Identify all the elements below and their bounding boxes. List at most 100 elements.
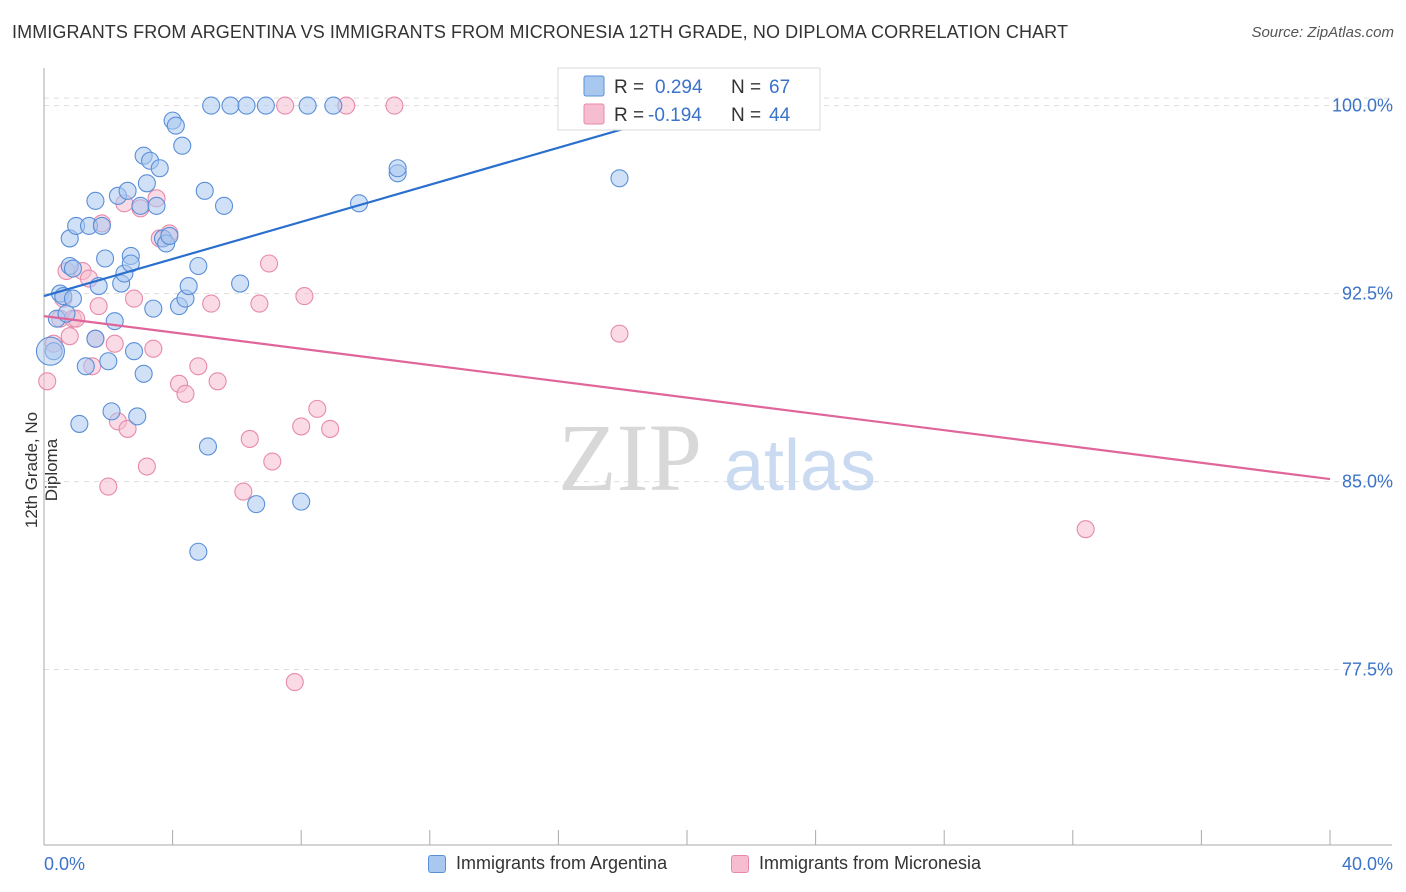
micronesia-point [189, 357, 208, 376]
legend-item-argentina[interactable]: Immigrants from Argentina [428, 853, 667, 874]
argentina-point [202, 96, 221, 115]
argentina-point [76, 357, 95, 376]
x-tick-label-start: 0.0% [44, 854, 85, 874]
legend-r-value-micronesia: -0.194 [648, 105, 702, 126]
argentina-point [160, 226, 179, 245]
micronesia-point [276, 96, 295, 115]
argentina-point [324, 96, 343, 115]
trend-lines [43, 109, 1331, 481]
micronesia-point [295, 287, 314, 306]
micronesia-point [124, 289, 144, 308]
stats-legend: R = 0.294 N = 67 R = -0.194 N = 44 [557, 67, 821, 131]
watermark-zip: ZIP [558, 404, 702, 511]
argentina-point [292, 492, 311, 511]
micronesia-point [263, 452, 282, 471]
watermark-atlas: atlas [724, 426, 876, 506]
micronesia-trend-line [43, 315, 1331, 481]
gridlines [44, 97, 1392, 671]
argentina-point [144, 299, 163, 318]
micronesia-point [105, 334, 124, 353]
micronesia-point [259, 254, 279, 273]
argentina-point [179, 277, 198, 296]
legend-r-value-argentina: 0.294 [655, 77, 703, 98]
argentina-point [147, 196, 166, 215]
argentina-point [610, 169, 629, 188]
legend-r-label-micronesia: R = [614, 105, 644, 126]
legend-n-value-micronesia: 44 [769, 105, 791, 126]
series-legend: Immigrants from Argentina Immigrants fro… [0, 850, 1406, 880]
watermark: ZIP atlas [558, 404, 876, 511]
tick-labels: 77.5% 85.0% 92.5% 100.0% 0.0% 40.0% [44, 96, 1393, 874]
micronesia-point [250, 294, 269, 313]
micronesia-point [176, 384, 195, 403]
legend-swatch-argentina [583, 75, 605, 97]
argentina-point [388, 159, 407, 178]
argentina-point [63, 259, 82, 278]
micronesia-point [99, 477, 118, 496]
argentina-point [198, 437, 218, 456]
micronesia-point [38, 372, 57, 391]
micronesia-point [1076, 520, 1095, 539]
argentina-point [118, 181, 137, 200]
legend-swatch-argentina-bottom [428, 854, 446, 873]
argentina-point [166, 116, 185, 135]
argentina-point [96, 249, 115, 268]
legend-n-label-micronesia: N = [731, 105, 761, 126]
argentina-point [150, 159, 169, 178]
argentina-point [189, 256, 208, 276]
argentina-point [105, 312, 124, 331]
micronesia-point [385, 96, 404, 115]
y-tick-label: 92.5% [1342, 284, 1393, 304]
argentina-point [63, 289, 82, 308]
micronesia-point [137, 457, 156, 476]
argentina-point [189, 542, 208, 561]
micronesia-point [240, 429, 259, 449]
argentina-point [231, 274, 250, 293]
argentina-point [173, 136, 192, 155]
micronesia-point [144, 339, 163, 358]
argentina-trend-line [43, 109, 688, 298]
legend-label-argentina: Immigrants from Argentina [456, 853, 668, 873]
argentina-point [86, 329, 105, 348]
micronesia-point [321, 419, 340, 438]
micronesia-point [89, 297, 108, 316]
axes [43, 68, 1392, 846]
argentina-point [247, 495, 266, 514]
argentina-point [237, 96, 256, 115]
micronesia-point [285, 673, 304, 692]
legend-item-micronesia[interactable]: Immigrants from Micronesia [731, 853, 981, 874]
argentina-point [92, 216, 111, 235]
legend-n-value-argentina: 67 [769, 77, 790, 98]
argentina-point [214, 196, 234, 215]
micronesia-point [118, 419, 137, 438]
y-tick-label: 77.5% [1342, 660, 1393, 680]
x-tick-label-end: 40.0% [1342, 854, 1393, 874]
legend-swatch-micronesia-bottom [731, 854, 749, 873]
micronesia-point [234, 482, 253, 501]
y-tick-label: 100.0% [1332, 96, 1393, 116]
micronesia-point [610, 324, 629, 343]
argentina-point [256, 96, 275, 115]
y-tick-label: 85.0% [1342, 472, 1393, 492]
legend-swatch-micronesia [583, 103, 605, 125]
argentina-point [86, 191, 105, 210]
legend-n-label-argentina: N = [731, 77, 761, 98]
micronesia-point [292, 417, 311, 436]
argentina-cluster-point [35, 336, 65, 366]
argentina-point [99, 352, 118, 371]
micronesia-point [208, 372, 227, 391]
argentina-point [70, 414, 89, 433]
argentina-point [134, 364, 153, 383]
chart-title: IMMIGRANTS FROM ARGENTINA VS IMMIGRANTS … [12, 22, 1069, 42]
argentina-point [124, 342, 144, 361]
argentina-point [221, 96, 240, 115]
argentina-point [298, 96, 317, 115]
legend-label-micronesia: Immigrants from Micronesia [759, 853, 982, 873]
argentina-point [102, 402, 121, 421]
source-label: Source: ZipAtlas.com [1251, 24, 1394, 41]
legend-r-label-argentina: R = [614, 77, 644, 98]
argentina-point [131, 196, 150, 215]
micronesia-point [60, 327, 79, 346]
argentina-point [137, 174, 156, 193]
